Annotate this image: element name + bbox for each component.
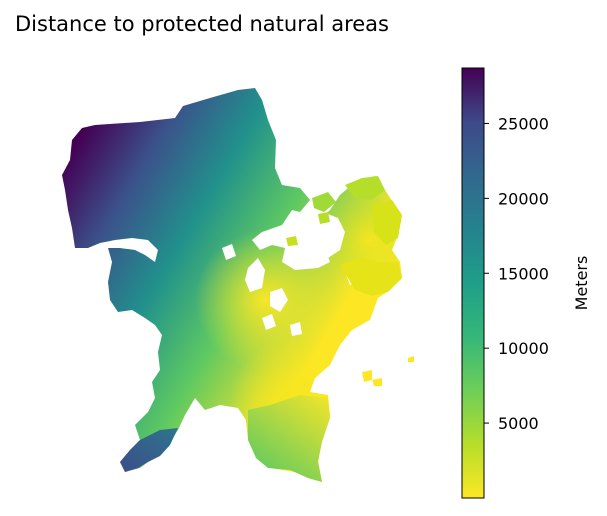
colorbar-gradient [461, 67, 485, 499]
colorbar-tick-label: 20000 [498, 189, 549, 208]
colorbar-tick-label: 5000 [498, 414, 539, 433]
map-title: Distance to protected natural areas [15, 12, 389, 36]
colorbar-tick-label: 25000 [498, 114, 549, 133]
map-holes [222, 210, 360, 336]
colorbar-label: Meters [572, 256, 591, 311]
region-southwest-arm [120, 428, 178, 472]
region-east-islands [286, 176, 414, 386]
colorbar-tick-label: 10000 [498, 339, 549, 358]
region-south-lobe [248, 395, 330, 482]
colorbar-tick-label: 15000 [498, 264, 549, 283]
colorbar-ticks: 5000 10000 15000 20000 25000 [484, 114, 549, 433]
